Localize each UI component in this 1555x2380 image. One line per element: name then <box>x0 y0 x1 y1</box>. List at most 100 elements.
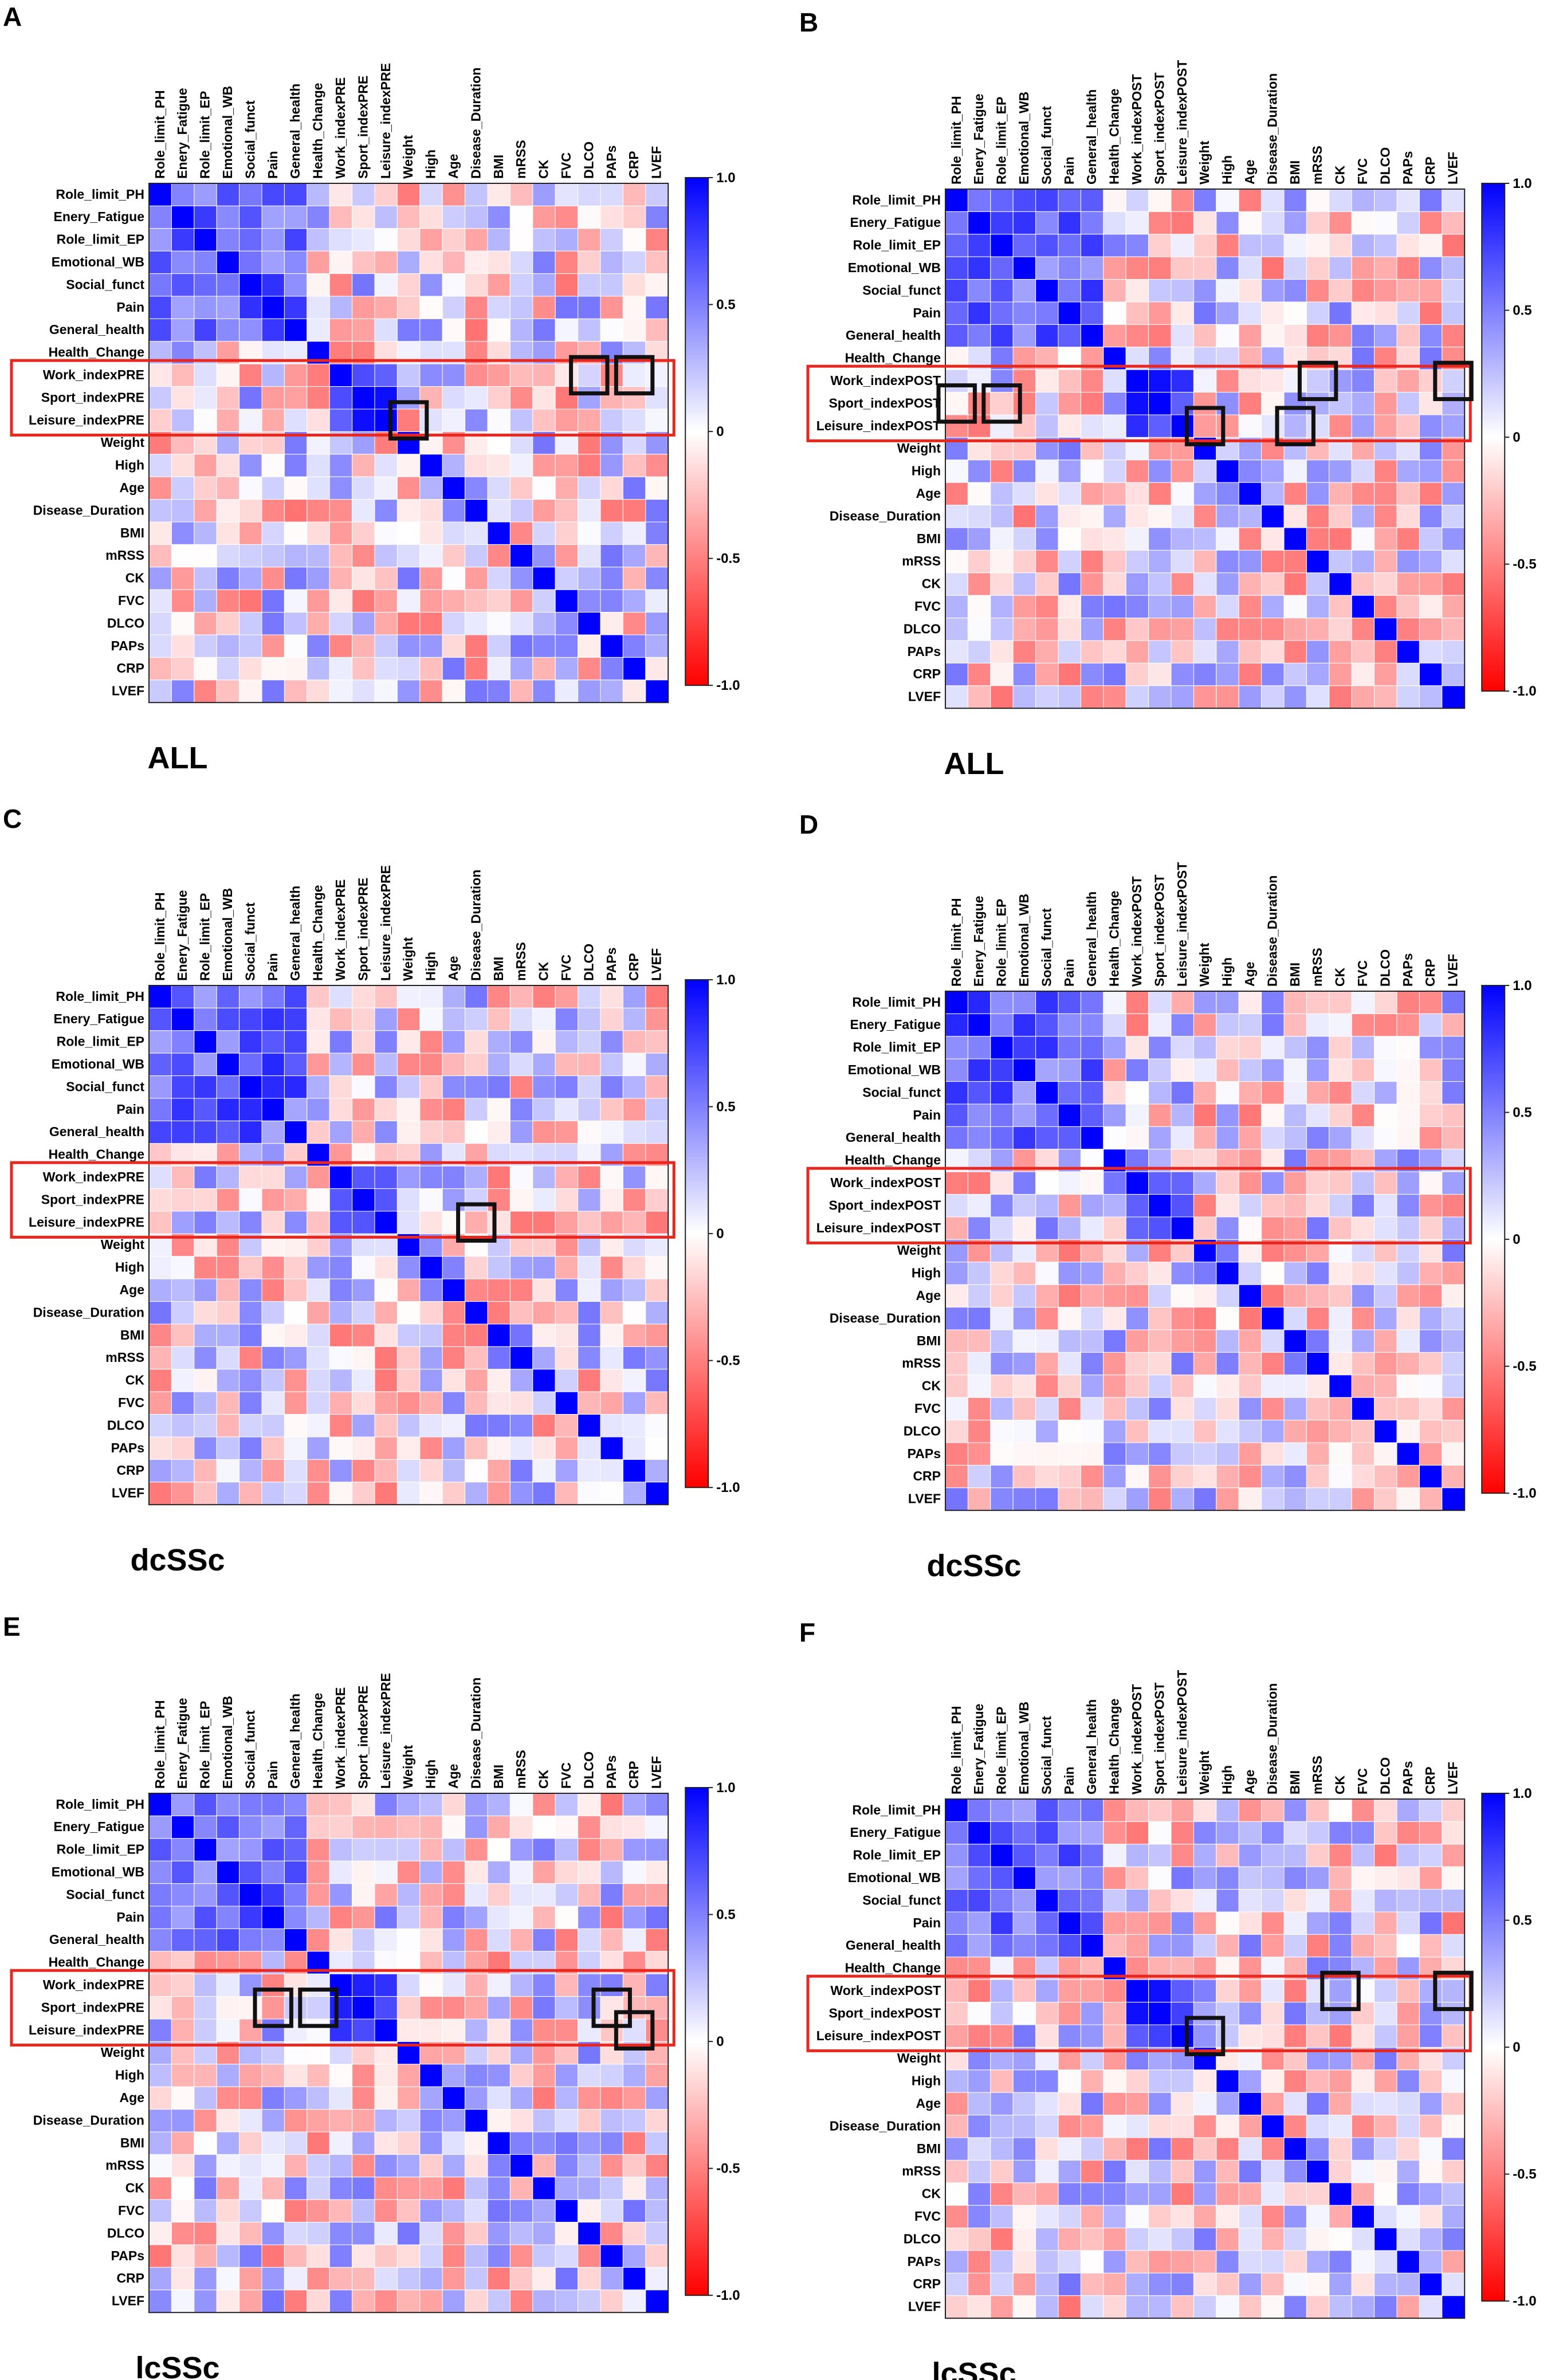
heatmap-cell <box>396 1391 421 1415</box>
heatmap-cell <box>622 1007 646 1031</box>
heatmap-cell <box>284 1120 308 1144</box>
heatmap-cell <box>1216 279 1239 303</box>
heatmap-cell <box>1442 1171 1465 1195</box>
heatmap-cell <box>194 567 217 590</box>
heatmap-cell <box>329 2267 353 2291</box>
row-label: General_health <box>846 1130 941 1145</box>
heatmap-cell <box>1442 188 1465 212</box>
heatmap-cell <box>307 567 330 590</box>
heatmap-cell <box>465 544 488 568</box>
row-label: Emotional_WB <box>52 1864 144 1879</box>
heatmap-cell <box>1125 1194 1149 1218</box>
heatmap-cell <box>284 1459 308 1483</box>
heatmap-cell <box>1035 1911 1059 1935</box>
heatmap-cell <box>532 454 556 477</box>
heatmap-cell <box>532 183 556 206</box>
heatmap-cell <box>645 2222 669 2245</box>
heatmap-cell <box>509 1301 533 1325</box>
heatmap-cell <box>1012 2092 1036 2116</box>
heatmap-cell <box>396 1860 421 1884</box>
heatmap-cell <box>216 1369 240 1392</box>
heatmap-cell <box>194 2064 217 2087</box>
heatmap-cell <box>622 1211 646 1234</box>
column-label: Work_indexPRE <box>333 77 348 179</box>
heatmap-cell <box>555 985 579 1008</box>
heatmap-cell <box>645 183 669 206</box>
heatmap-cell <box>645 1459 669 1483</box>
heatmap-cell <box>1080 324 1104 348</box>
heatmap-cell <box>1419 324 1443 348</box>
heatmap-cell <box>307 1075 330 1099</box>
heatmap-cell <box>945 1844 968 1867</box>
row-label: Enery_Fatigue <box>850 1017 941 1032</box>
heatmap-cell <box>374 476 398 500</box>
heatmap-cell <box>1261 572 1285 596</box>
heatmap-cell <box>509 2086 533 2110</box>
heatmap-cell <box>216 499 240 523</box>
heatmap-cell <box>1261 1284 1285 1308</box>
heatmap-cell <box>1035 2250 1059 2273</box>
column-label: CK <box>536 1769 551 1789</box>
heatmap-cell <box>216 1482 240 1505</box>
heatmap-cell <box>419 2177 443 2200</box>
heatmap-cell <box>1193 572 1217 596</box>
heatmap-cell <box>419 409 443 432</box>
heatmap-cell <box>374 1278 398 1302</box>
heatmap-cell <box>171 1815 195 1839</box>
heatmap-cell <box>171 1188 195 1212</box>
heatmap-cell <box>171 1120 195 1144</box>
heatmap-cell <box>1306 1821 1330 1845</box>
column-label: Social_funct <box>1039 1716 1054 1794</box>
heatmap-cell <box>261 1165 285 1189</box>
heatmap-cell <box>1103 1397 1126 1421</box>
heatmap-cell <box>1080 459 1104 483</box>
heatmap-cell <box>216 1436 240 1460</box>
heatmap-cell <box>600 634 623 658</box>
heatmap-cell <box>990 1171 1014 1195</box>
heatmap-cell <box>1216 1889 1239 1912</box>
heatmap-cell <box>600 612 623 635</box>
heatmap-cell <box>1238 324 1262 348</box>
heatmap-cell <box>329 1928 353 1952</box>
heatmap-cell <box>487 454 511 477</box>
heatmap-cell <box>284 1188 308 1212</box>
row-label: Role_limit_PH <box>852 995 941 1010</box>
heatmap-cell <box>1374 1487 1397 1511</box>
heatmap-cell <box>284 476 308 500</box>
heatmap-cell <box>284 1973 308 1997</box>
heatmap-cell <box>239 634 262 658</box>
heatmap-cell <box>148 634 172 658</box>
heatmap-cell <box>1103 234 1126 257</box>
heatmap-cell <box>645 1928 669 1952</box>
heatmap-cell <box>1306 301 1330 325</box>
heatmap-cell <box>1351 2137 1375 2161</box>
heatmap-cell <box>1080 572 1104 596</box>
heatmap-cell <box>284 205 308 229</box>
column-label: mRSS <box>1310 1755 1325 1794</box>
heatmap-cell <box>555 1120 579 1144</box>
heatmap-cell <box>1442 527 1465 551</box>
heatmap-cell <box>1351 2002 1375 2025</box>
heatmap-cell <box>1306 2137 1330 2161</box>
heatmap-cell <box>1261 1866 1285 1890</box>
heatmap-cell <box>600 2109 623 2132</box>
heatmap-cell <box>1374 1194 1397 1218</box>
heatmap-cell <box>261 1391 285 1415</box>
heatmap-cell <box>600 1256 623 1279</box>
heatmap-cell <box>487 1278 511 1302</box>
row-label: Weight <box>897 1243 941 1258</box>
heatmap-cell <box>171 1346 195 1370</box>
heatmap-cell <box>1080 2137 1104 2161</box>
heatmap-cell <box>1193 392 1217 415</box>
heatmap-cell <box>1419 188 1443 212</box>
row-label: Emotional_WB <box>52 254 144 269</box>
heatmap-cell <box>1419 2295 1443 2319</box>
colorbar <box>685 1787 709 2296</box>
heatmap-cell <box>1125 1081 1149 1105</box>
heatmap-cell <box>1058 1911 1081 1935</box>
heatmap-cell <box>352 250 375 274</box>
heatmap-cell <box>509 1120 533 1144</box>
heatmap-cell <box>1080 279 1104 303</box>
heatmap-cell <box>329 2018 353 2042</box>
heatmap-cell <box>990 2002 1014 2025</box>
